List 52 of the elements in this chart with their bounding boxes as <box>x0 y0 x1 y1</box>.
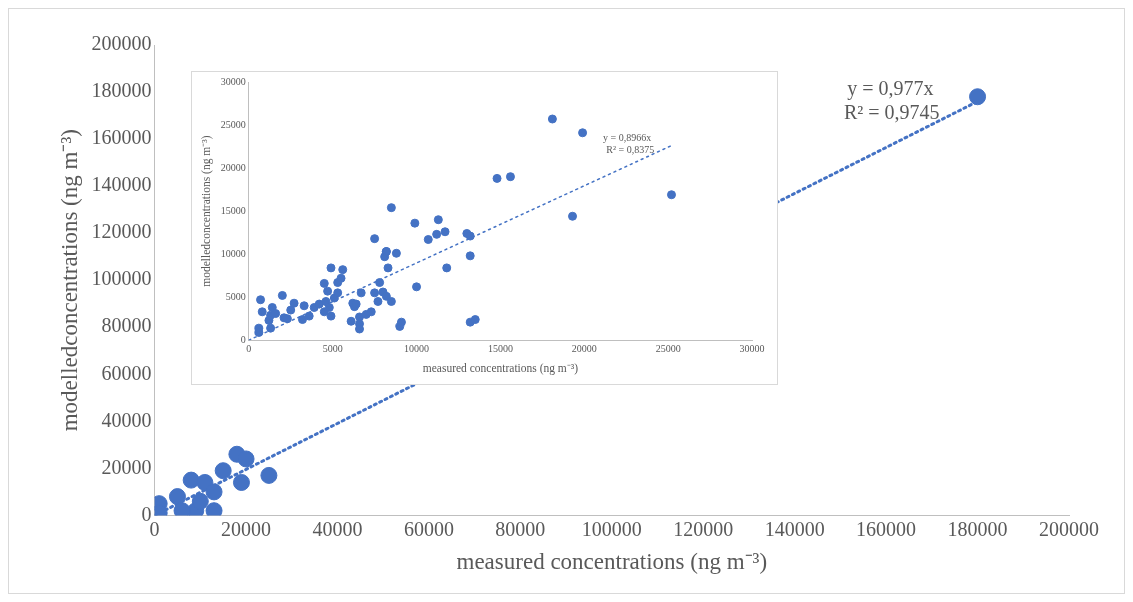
y-tick-label: 100000 <box>91 267 152 290</box>
point <box>214 462 232 480</box>
point <box>205 483 223 501</box>
x-tick-label: 100000 <box>581 517 642 540</box>
x-tick-label: 20000 <box>571 342 597 354</box>
point <box>260 466 278 484</box>
x-tick-label: 10000 <box>404 342 430 354</box>
y-tick-label: 60000 <box>101 361 152 384</box>
point <box>191 492 209 510</box>
y-tick-label: 40000 <box>101 408 152 431</box>
point <box>969 88 987 106</box>
x-tick-label: 15000 <box>487 342 513 354</box>
x-tick-label: 80000 <box>495 517 546 540</box>
y-tick-label: 20000 <box>101 455 152 478</box>
x-tick-label: 120000 <box>673 517 734 540</box>
annotation: R² = 0,9745 <box>843 100 940 123</box>
x-tick-label: 180000 <box>947 517 1008 540</box>
x-tick-label: 60000 <box>403 517 454 540</box>
y-tick-label: 160000 <box>91 126 152 149</box>
annotation: R² = 0,8375 <box>606 144 655 156</box>
point <box>173 502 191 516</box>
x-tick-label: 30000 <box>739 342 765 354</box>
x-tick-label: 25000 <box>655 342 681 354</box>
point <box>168 488 186 506</box>
x-tick-label: 160000 <box>856 517 917 540</box>
x-tick-label: 140000 <box>764 517 825 540</box>
y-tick-label: 200000 <box>91 32 152 55</box>
y-tick-label: 10000 <box>220 247 246 259</box>
x-tick-label: 40000 <box>312 517 363 540</box>
x-tick-label: 200000 <box>1039 517 1099 540</box>
y-tick-label: 120000 <box>91 220 152 243</box>
x-axis-title: measured concentrations (ng m⁻³) <box>456 549 768 575</box>
y-tick-label: 15000 <box>220 204 246 216</box>
point <box>205 502 223 516</box>
y-tick-label: 140000 <box>91 173 152 196</box>
y-tick-label: 30000 <box>220 75 246 87</box>
y-axis-title: modelledconcentrations (ng m⁻³) <box>199 135 213 287</box>
y-tick-label: 20000 <box>220 161 246 173</box>
annotation: y = 0,977x <box>847 76 934 100</box>
x-axis-title: measured concentrations (ng m⁻³) <box>422 362 579 376</box>
x-tick-label: 5000 <box>322 342 343 354</box>
y-tick-label: 0 <box>141 502 152 525</box>
point <box>182 471 200 489</box>
y-tick-label: 5000 <box>225 290 246 302</box>
annotation: y = 0,8966x <box>603 132 652 144</box>
point <box>237 450 255 468</box>
y-axis-title: modelledconcentrations (ng m⁻³) <box>56 129 82 432</box>
y-tick-label: 0 <box>240 333 246 345</box>
point <box>232 473 250 491</box>
y-tick-label: 25000 <box>220 118 246 130</box>
y-tick-label: 180000 <box>91 79 152 102</box>
y-tick-label: 80000 <box>101 314 152 337</box>
